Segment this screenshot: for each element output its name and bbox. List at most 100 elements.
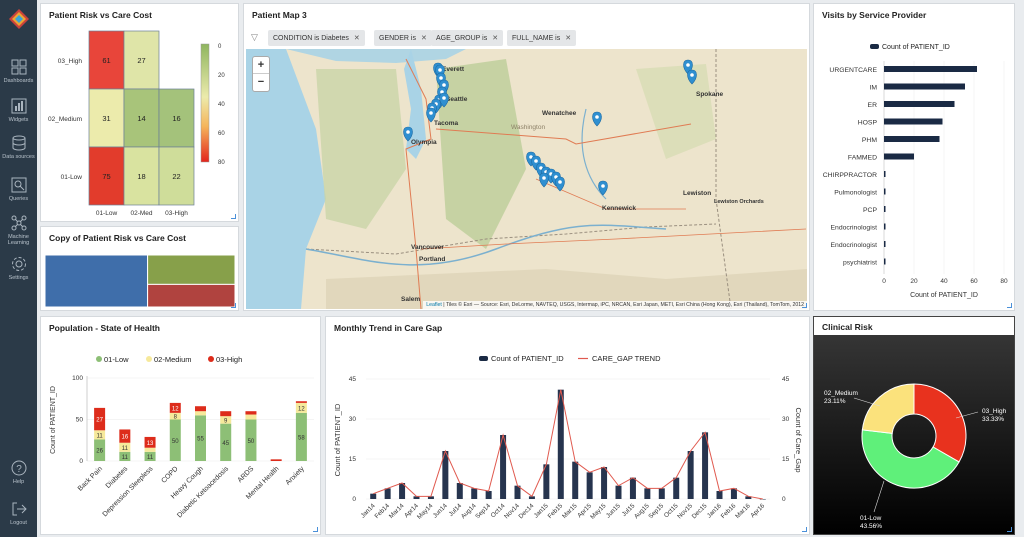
close-icon[interactable]: ✕ [565,35,572,42]
bar[interactable] [884,153,914,160]
heatmap-cell[interactable] [158,88,195,148]
map-marker-icon[interactable] [439,92,449,108]
map-marker-icon[interactable] [592,111,602,127]
map-marker-icon[interactable] [539,172,549,188]
bar[interactable] [528,496,535,499]
bar[interactable] [673,477,680,499]
bar[interactable] [572,461,579,499]
filter-chip[interactable]: FULL_NAME is ✕ [507,30,577,46]
bar-segment[interactable] [270,459,282,461]
bar-segment[interactable] [195,406,206,412]
bar[interactable] [730,488,737,499]
filter-chip[interactable]: GENDER is ✕ [374,30,432,46]
filter-chip[interactable]: CONDITION is Diabetes ✕ [268,30,365,46]
sidebar-item-machine-learning[interactable]: Machine Learning [0,214,37,246]
bar[interactable] [427,496,434,499]
heatmap-cell[interactable] [123,146,160,206]
treemap-block[interactable] [45,255,149,307]
bar[interactable] [543,464,550,499]
map-marker-icon[interactable] [403,126,413,142]
bar-segment[interactable] [245,419,257,462]
bar[interactable] [884,66,977,72]
bar[interactable] [884,118,943,125]
filter-icon[interactable]: ▽ [251,32,258,42]
bar[interactable] [514,485,521,499]
bar[interactable] [687,451,694,499]
bar[interactable] [759,499,766,500]
app-logo[interactable] [8,8,30,30]
donut-slice[interactable] [913,383,967,463]
donut-slice[interactable] [861,383,915,434]
bar-segment[interactable] [119,429,131,443]
bar[interactable] [500,435,507,499]
bar-segment[interactable] [119,451,131,461]
heatmap-cell[interactable] [123,30,160,90]
leaflet-link[interactable]: Leaflet [426,302,442,308]
bar[interactable] [644,488,651,499]
bar[interactable] [370,493,377,499]
bar[interactable] [442,451,449,499]
bar-segment[interactable] [169,419,181,462]
bar-segment[interactable] [220,411,232,417]
bar[interactable] [884,206,886,212]
sidebar-item-widgets[interactable]: Widgets [0,97,37,123]
bar[interactable] [884,223,886,230]
bar[interactable] [658,488,665,499]
bar-segment[interactable] [220,416,232,424]
bar[interactable] [471,488,478,499]
bar-segment[interactable] [195,415,206,461]
bar-segment[interactable] [245,411,257,415]
bar-segment[interactable] [144,436,156,448]
bar-segment[interactable] [295,401,307,403]
map-marker-icon[interactable] [426,107,436,123]
close-icon[interactable]: ✕ [420,35,427,42]
bar-segment[interactable] [195,411,206,416]
bar[interactable] [557,389,564,499]
treemap-block[interactable] [147,255,235,285]
bar-segment[interactable] [169,402,181,413]
heatmap-cell[interactable] [88,146,125,206]
map-marker-icon[interactable] [555,176,565,192]
close-icon[interactable]: ✕ [353,35,360,42]
zoom-in-button[interactable]: + [253,57,269,74]
sidebar-item-settings[interactable]: Settings [0,255,37,281]
trend-line[interactable] [373,389,763,500]
sidebar-item-help[interactable]: ? Help [0,459,37,485]
bar[interactable] [884,171,886,177]
heatmap-cell[interactable] [123,88,160,148]
map-marker-icon[interactable] [687,69,697,85]
bar[interactable] [586,472,593,499]
sidebar-item-data-sources[interactable]: Data sources [0,134,37,160]
sidebar-item-queries[interactable]: Queries [0,176,37,202]
zoom-out-button[interactable]: − [257,76,265,88]
bar-segment[interactable] [94,439,106,461]
bar[interactable] [884,83,965,90]
bar-segment[interactable] [169,412,181,420]
bar-segment[interactable] [119,442,131,452]
bar-segment[interactable] [295,402,307,413]
bar-segment[interactable] [94,430,106,440]
bar[interactable] [716,491,723,499]
bar[interactable] [884,241,886,247]
bar[interactable] [601,467,608,499]
bar[interactable] [884,136,940,142]
bar[interactable] [384,488,391,499]
bar[interactable] [745,496,752,499]
bar-segment[interactable] [144,447,156,452]
sidebar-item-dashboards[interactable]: Dashboards [0,58,37,84]
heatmap-cell[interactable] [88,88,125,148]
bar-segment[interactable] [94,407,106,431]
close-icon[interactable]: ✕ [492,35,499,42]
bar[interactable] [615,485,622,499]
bar[interactable] [413,496,420,499]
filter-chip[interactable]: AGE_GROUP is ✕ [431,30,504,46]
bar[interactable] [399,483,406,499]
bar-segment[interactable] [144,451,156,461]
bar[interactable] [456,483,463,499]
sidebar-item-logout[interactable]: Logout [0,500,37,526]
heatmap-cell[interactable] [158,146,195,206]
bar-segment[interactable] [220,423,232,461]
bar[interactable] [629,477,636,499]
treemap-block[interactable] [147,283,235,307]
bar-segment[interactable] [295,412,307,461]
